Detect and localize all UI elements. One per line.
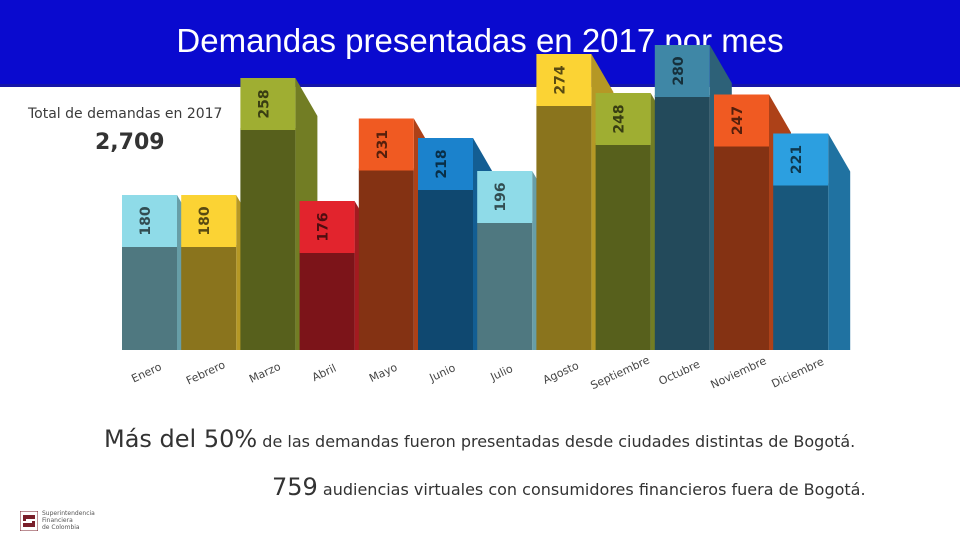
superintendencia-logo-icon [20,511,38,531]
total-label: Total de demandas en 2017 [28,106,223,122]
bar-front-abril [299,251,355,350]
note-line-1: Más del 50% de las demandas fueron prese… [104,425,855,453]
organization-logo: Superintendencia Financiera de Colombia [18,508,98,538]
bar-cap-marzo [240,78,296,130]
bar-cap-julio [477,171,533,223]
bar-cap-septiembre [595,93,651,145]
bar-front-noviembre [714,144,769,350]
note-2-text: audiencias virtuales con consumidores fi… [322,480,866,499]
bar-front-enero [122,245,177,350]
value-label-julio: 196 [493,182,509,211]
logo-line-1: Superintendencia [42,510,95,517]
bar-side-diciembre [828,133,851,350]
value-label-mayo: 231 [375,130,391,159]
month-label-julio: Julio [488,362,516,384]
bar-cap-mayo [358,118,414,171]
logo-text: Superintendencia Financiera de Colombia [42,510,102,531]
bar-front-diciembre [773,183,829,350]
monthly-bar-chart: 180 Enero 180 Febrero 258 Marzo 176 Abril 231 May… [122,45,851,392]
value-label-octubre: 280 [671,56,687,85]
month-label-agosto: Agosto [541,359,581,387]
value-label-septiembre: 248 [612,104,628,133]
month-label-mayo: Mayo [367,361,399,385]
bar-front-septiembre [595,143,651,350]
total-value: 2,709 [95,130,165,155]
bar-cap-diciembre [773,133,829,186]
bar-front-febrero [181,245,237,350]
bar-cap-enero [122,195,177,247]
header-bar: Demandas presentadas en 2017 por mes [0,0,960,87]
note-2-highlight: 759 [272,473,318,501]
note-line-2: 759 audiencias virtuales con consumidore… [272,473,866,501]
bar-front-julio [477,221,533,350]
bar-cap-octubre [654,45,710,97]
value-label-enero: 180 [138,206,154,235]
value-label-marzo: 258 [256,89,272,118]
value-label-agosto: 274 [552,65,568,94]
month-label-noviembre: Noviembre [709,354,769,391]
value-label-febrero: 180 [197,206,213,235]
bar-front-junio [418,188,473,350]
note-1-text: de las demandas fueron presentadas desde… [262,432,856,451]
month-label-octubre: Octubre [657,358,703,388]
logo-line-2: Financiera [42,517,73,524]
month-label-junio: Junio [427,361,458,385]
value-label-junio: 218 [434,149,450,178]
bar-front-marzo [240,128,296,350]
bar-marzo: 258 [240,78,318,350]
bar-cap-febrero [181,195,237,247]
bar-cap-noviembre [714,94,769,147]
note-1-highlight: Más del 50% [104,425,258,453]
month-label-febrero: Febrero [184,358,227,387]
bar-front-mayo [358,168,414,350]
bar-cap-agosto [536,54,592,106]
bar-cap-junio [418,138,473,190]
month-label-marzo: Marzo [247,360,283,386]
month-label-septiembre: Septiembre [589,353,652,392]
bar-front-agosto [536,104,592,350]
value-label-abril: 176 [316,212,332,241]
month-label-enero: Enero [129,360,163,385]
logo-line-3: de Colombia [42,524,80,531]
bar-cap-abril [299,201,355,253]
month-label-abril: Abril [310,362,338,384]
value-label-noviembre: 247 [730,106,746,135]
value-label-diciembre: 221 [789,145,805,174]
bar-diciembre: 221 [773,133,851,350]
bar-front-octubre [654,95,710,350]
month-label-diciembre: Diciembre [770,355,827,391]
